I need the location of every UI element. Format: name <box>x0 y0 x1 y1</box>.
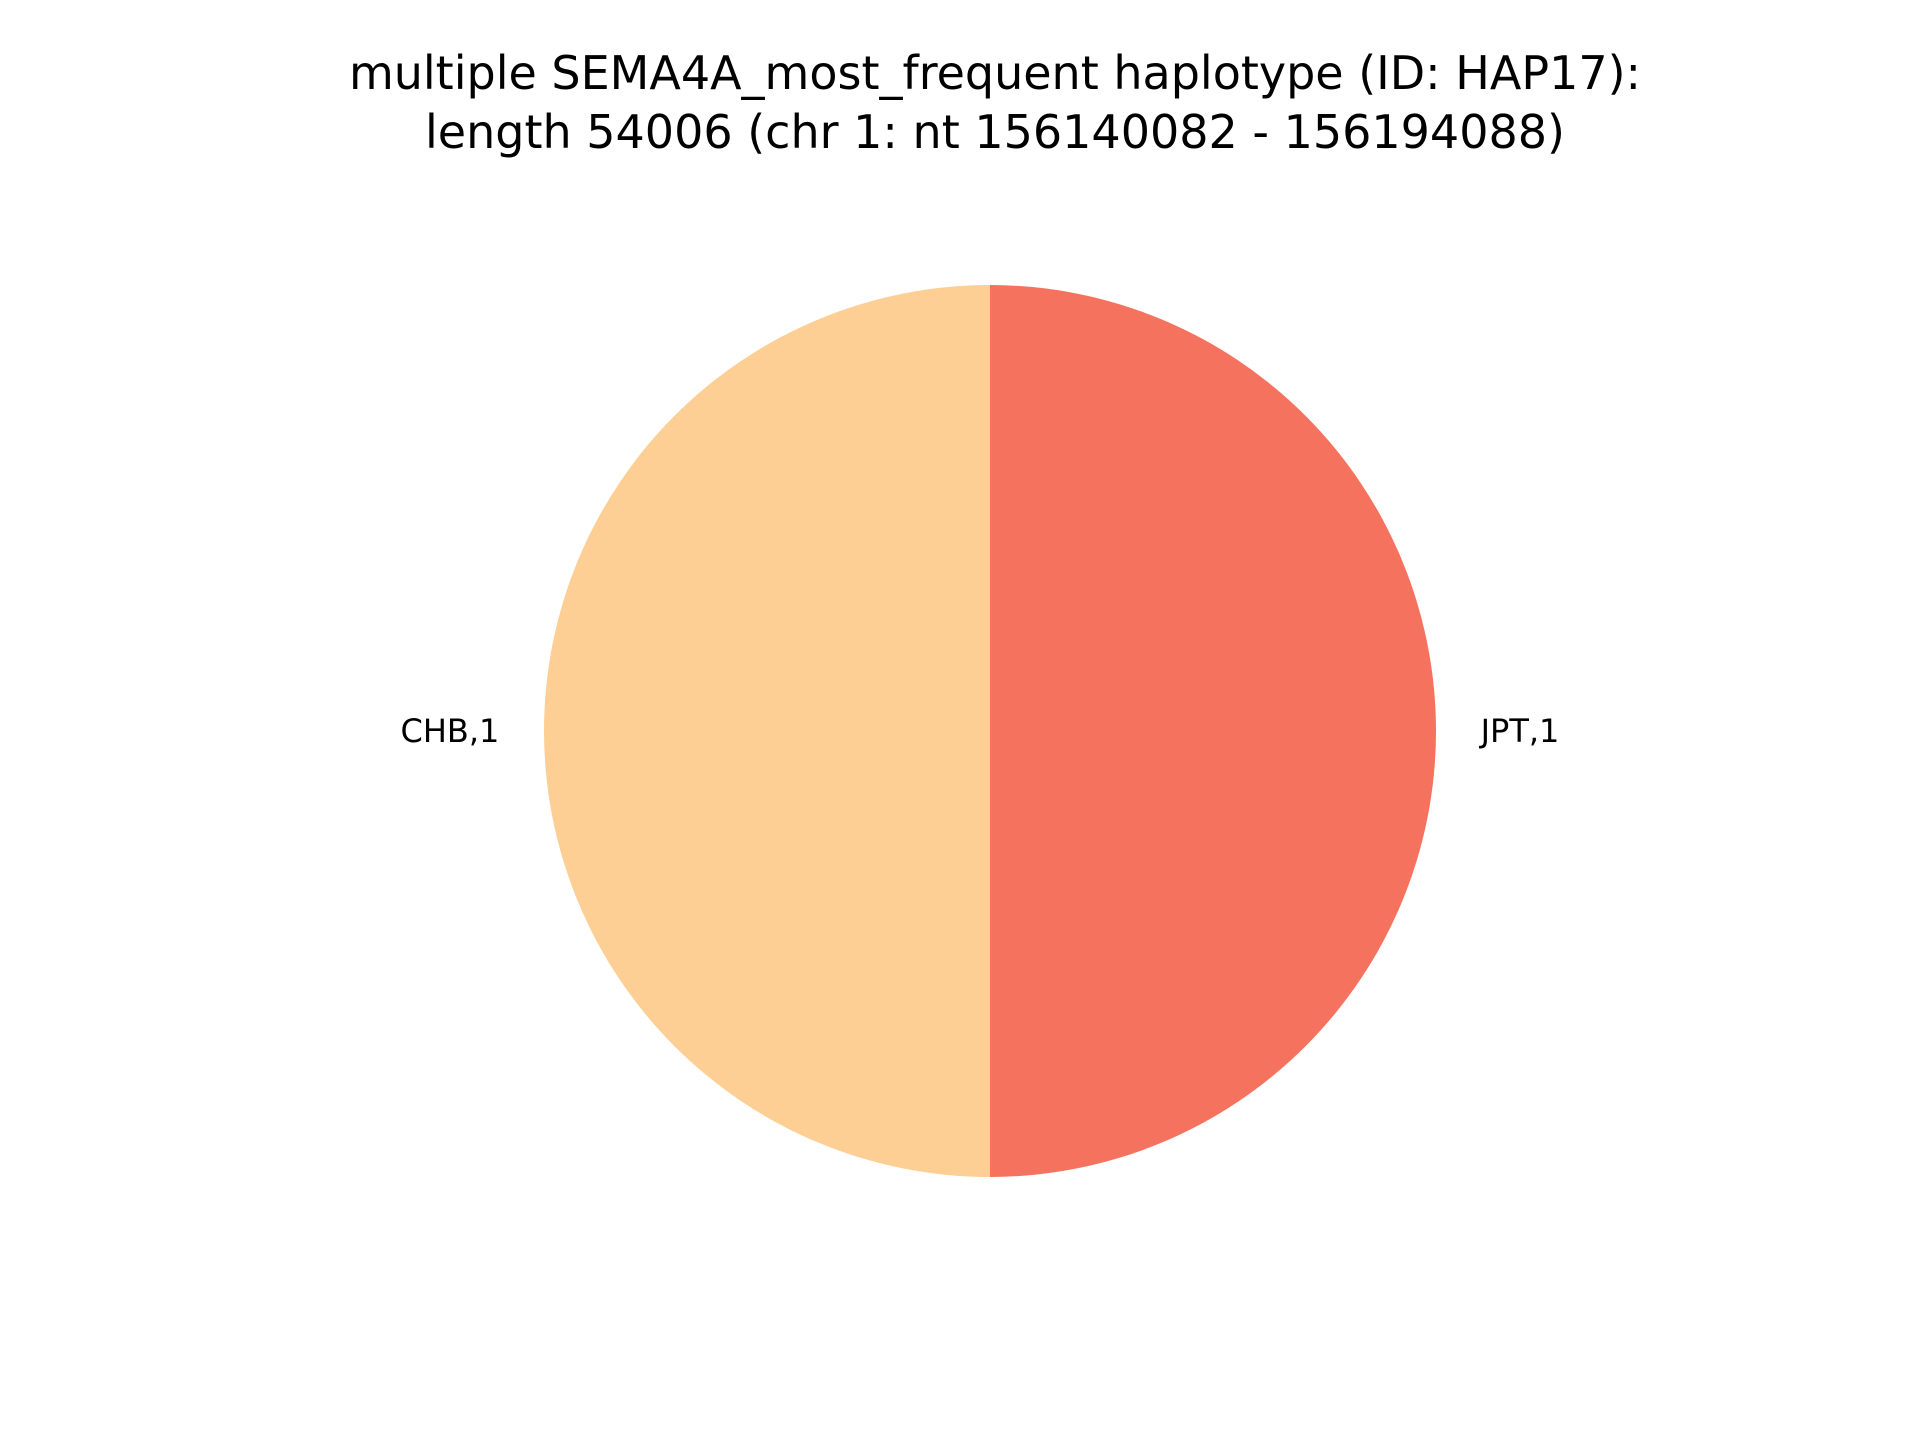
pie-plot-area: CHB,1 JPT,1 <box>401 285 1560 1177</box>
pie-slice-label-chb: CHB,1 <box>401 712 500 750</box>
chart-title-line-2: length 54006 (chr 1: nt 156140082 - 1561… <box>425 105 1565 159</box>
pie-slice-jpt <box>990 285 1436 1177</box>
pie-slice-label-jpt: JPT,1 <box>1479 712 1560 750</box>
pie-slice-chb <box>544 285 990 1177</box>
chart-title-line-1: multiple SEMA4A_most_frequent haplotype … <box>349 46 1641 100</box>
